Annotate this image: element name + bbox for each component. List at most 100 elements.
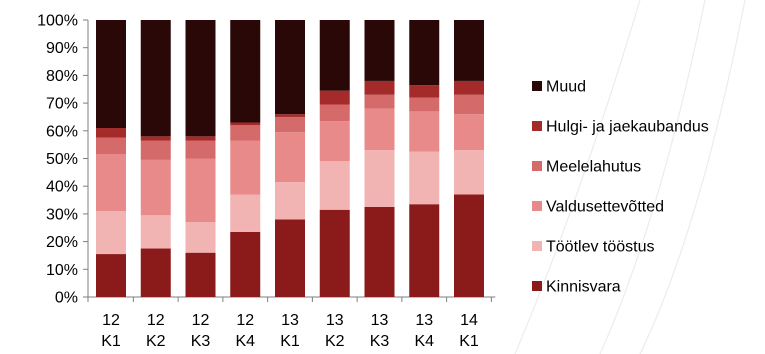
bar-segment-meelelahutus-6 — [364, 94, 395, 109]
bar-segment-kinnisvara-2 — [185, 252, 216, 297]
bar-segment-kinnisvara-3 — [230, 231, 261, 297]
bar-segment-kinnisvara-4 — [275, 219, 305, 297]
bar-segment-kinnisvara-1 — [140, 248, 171, 297]
bar-segment-hulgi-ja-jaekaubandus-2 — [185, 136, 216, 141]
bar-segment-muud-5 — [319, 20, 350, 91]
y-tick-label: 60% — [46, 123, 78, 140]
bar-segment-hulgi-ja-jaekaubandus-1 — [140, 136, 171, 141]
x-category-label-3-line-1: K4 — [235, 333, 255, 350]
bar-segment-muud-1 — [140, 20, 171, 137]
bar-segment-valdusettevõtted-6 — [364, 108, 395, 151]
bar-segment-kinnisvara-8 — [454, 194, 484, 297]
bar-segment-meelelahutus-0 — [96, 137, 126, 155]
bar-segment-hulgi-ja-jaekaubandus-0 — [96, 128, 126, 138]
x-category-label-2-line-1: K3 — [191, 333, 211, 350]
x-axis-labels: 12 K1 12 K2 12 K3 12 K4 13 K1 13 K2 13 K3 13 K4 14 K1 — [101, 312, 479, 350]
bar-segment-muud-0 — [96, 20, 126, 129]
bar-segment-muud-8 — [454, 20, 484, 81]
bar-segment-töötlev-tööstus-5 — [319, 161, 350, 210]
legend-label-1: Töötlev tööstus — [546, 239, 655, 256]
legend-label-0: Kinnisvara — [546, 279, 621, 296]
bar-segment-valdusettevõtted-2 — [185, 158, 216, 223]
bar-segment-meelelahutus-5 — [319, 104, 350, 122]
bar-segment-hulgi-ja-jaekaubandus-4 — [275, 114, 305, 117]
legend-label-5: Muud — [546, 79, 586, 96]
bar-segment-valdusettevõtted-1 — [140, 159, 171, 216]
bar-segment-valdusettevõtted-3 — [230, 140, 261, 195]
bar-segment-töötlev-tööstus-6 — [364, 150, 395, 207]
x-category-label-8-line-1: K1 — [459, 333, 479, 350]
bar-segment-töötlev-tööstus-2 — [185, 222, 216, 253]
x-category-label-3-line-0: 12 — [236, 312, 254, 329]
x-category-label-8-line-0: 14 — [460, 312, 478, 329]
legend-swatch-3 — [532, 161, 542, 171]
x-category-label-1-line-1: K2 — [146, 333, 166, 350]
x-category-label-2-line-0: 12 — [192, 312, 210, 329]
y-tick-label: 80% — [46, 68, 78, 85]
bar-segment-meelelahutus-8 — [454, 94, 484, 115]
bar-segment-muud-3 — [230, 20, 261, 123]
x-category-label-1-line-0: 12 — [147, 312, 165, 329]
bar-segment-meelelahutus-3 — [230, 125, 261, 141]
y-tick-label: 30% — [46, 206, 78, 223]
bar-segment-muud-4 — [275, 20, 305, 115]
y-tick-label: 100% — [37, 13, 78, 30]
x-category-label-7-line-0: 13 — [415, 312, 433, 329]
bar-segment-meelelahutus-1 — [140, 140, 171, 160]
legend-swatch-2 — [532, 201, 542, 211]
bar-segment-kinnisvara-0 — [96, 254, 126, 297]
y-tick-label: 20% — [46, 234, 78, 251]
legend: Muud Hulgi- ja jaekaubandus Meelelahutus Va… — [532, 79, 709, 296]
bar-segment-kinnisvara-5 — [319, 209, 350, 297]
bar-segment-muud-6 — [364, 20, 395, 81]
bar-segment-töötlev-tööstus-1 — [140, 215, 171, 249]
y-tick-label: 90% — [46, 40, 78, 57]
x-category-label-5-line-0: 13 — [326, 312, 344, 329]
x-category-label-4-line-1: K1 — [280, 333, 300, 350]
decorative-background-lines — [514, 0, 746, 354]
bar-segment-meelelahutus-7 — [409, 97, 440, 112]
y-tick-label: 0% — [55, 290, 78, 307]
bar-segment-hulgi-ja-jaekaubandus-8 — [454, 80, 484, 95]
bar-segment-hulgi-ja-jaekaubandus-5 — [319, 90, 350, 105]
bar-segment-hulgi-ja-jaekaubandus-3 — [230, 122, 261, 126]
x-category-label-0-line-0: 12 — [102, 312, 120, 329]
legend-label-4: Hulgi- ja jaekaubandus — [546, 119, 709, 136]
bar-segment-töötlev-tööstus-8 — [454, 150, 484, 195]
bar-segment-hulgi-ja-jaekaubandus-6 — [364, 80, 395, 95]
bar-segment-töötlev-tööstus-4 — [275, 182, 305, 220]
bar-segment-valdusettevõtted-5 — [319, 121, 350, 162]
x-category-label-6-line-0: 13 — [371, 312, 389, 329]
bar-segment-töötlev-tööstus-0 — [96, 211, 126, 255]
bar-segment-valdusettevõtted-0 — [96, 154, 126, 212]
bars — [96, 20, 484, 297]
y-tick-label: 50% — [46, 151, 78, 168]
bar-segment-muud-7 — [409, 20, 440, 86]
y-tick-label: 10% — [46, 262, 78, 279]
bar-segment-hulgi-ja-jaekaubandus-7 — [409, 85, 440, 98]
bar-segment-meelelahutus-2 — [185, 140, 216, 159]
legend-swatch-1 — [532, 241, 542, 251]
bar-segment-kinnisvara-7 — [409, 204, 440, 297]
bar-segment-meelelahutus-4 — [275, 116, 305, 133]
y-tick-label: 40% — [46, 179, 78, 196]
y-tick-label: 70% — [46, 96, 78, 113]
legend-label-3: Meelelahutus — [546, 159, 641, 176]
bar-segment-muud-2 — [185, 20, 216, 137]
bar-segment-valdusettevõtted-4 — [275, 132, 305, 183]
bar-segment-töötlev-tööstus-7 — [409, 151, 440, 205]
bar-segment-töötlev-tööstus-3 — [230, 194, 261, 232]
bar-segment-kinnisvara-6 — [364, 206, 395, 297]
x-category-label-5-line-1: K2 — [325, 333, 345, 350]
x-category-label-6-line-1: K3 — [370, 333, 390, 350]
legend-swatch-0 — [532, 281, 542, 291]
x-category-label-0-line-1: K1 — [101, 333, 121, 350]
bar-segment-valdusettevõtted-8 — [454, 114, 484, 151]
legend-label-2: Valdusettevõtted — [546, 199, 664, 216]
legend-swatch-5 — [532, 81, 542, 91]
legend-swatch-4 — [532, 121, 542, 131]
x-category-label-4-line-0: 13 — [281, 312, 299, 329]
bar-segment-valdusettevõtted-7 — [409, 111, 440, 152]
